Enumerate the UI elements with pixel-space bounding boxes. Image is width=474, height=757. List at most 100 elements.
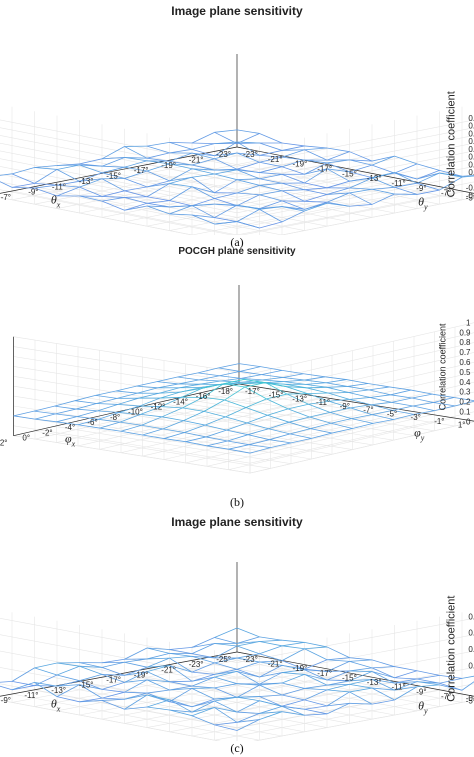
mesh-line: [157, 383, 179, 389]
x-tick-label: -13°: [79, 177, 94, 186]
mesh-line: [461, 681, 474, 691]
y-tick-label: -11°: [392, 683, 406, 692]
mesh-line: [416, 189, 440, 195]
mesh-line: [308, 403, 331, 413]
mesh-line: [124, 691, 148, 694]
mesh-line: [191, 168, 215, 175]
mesh-line: [453, 397, 474, 402]
mesh-line: [304, 168, 328, 184]
mesh-line: [146, 671, 170, 683]
mesh-line: [326, 202, 350, 207]
mesh-line: [214, 198, 238, 207]
y-axis-subscript: y: [423, 706, 428, 715]
mesh-line: [191, 198, 215, 207]
mesh-line: [203, 410, 226, 418]
x-tick-label: 2°: [0, 439, 8, 448]
mesh-line: [224, 399, 247, 408]
mesh-line: [394, 186, 418, 195]
y-tick-label: -17°: [317, 165, 332, 174]
mesh-line: [191, 152, 215, 160]
mesh-line: [304, 713, 328, 716]
mesh-line: [214, 657, 238, 664]
mesh-line: [259, 682, 283, 686]
mesh-line: [325, 382, 348, 387]
mesh-line: [191, 643, 215, 648]
wall-gridline: [13, 425, 251, 464]
mesh-line: [146, 647, 170, 654]
panel-a: Image plane sensitivity -23° -21° -19° -17°…: [0, 0, 474, 250]
mesh-line: [262, 379, 285, 383]
mesh-line: [259, 645, 283, 655]
mesh-line: [326, 683, 350, 686]
mesh-line: [34, 667, 58, 676]
mesh-line: [160, 406, 183, 409]
wall-gridline: [13, 336, 251, 375]
mesh-line: [56, 164, 80, 170]
wall-gridline: [13, 435, 251, 474]
wall-gridline: [236, 142, 474, 190]
y-axis-label: θy: [418, 195, 428, 212]
mesh-line: [236, 204, 260, 210]
mesh-line: [389, 386, 412, 391]
mesh-line: [146, 679, 170, 691]
mesh-line: [304, 159, 328, 164]
mesh-line: [34, 674, 58, 686]
y-tick-label: -23°: [243, 655, 258, 664]
x-tick-label: -2°: [42, 428, 52, 437]
y-tick-label: -5°: [387, 409, 397, 418]
mesh-line: [349, 691, 373, 705]
mesh-line: [214, 141, 238, 145]
mesh-line: [206, 440, 228, 447]
mesh-line: [96, 403, 119, 405]
wall-gridline: [236, 158, 474, 206]
mesh-line: [243, 378, 266, 383]
mesh-line: [79, 164, 103, 167]
mesh-line: [220, 377, 242, 382]
mesh-line: [115, 390, 138, 394]
mesh-line: [259, 641, 283, 647]
mesh-line: [281, 159, 305, 168]
mesh-line: [311, 432, 333, 439]
z-tick-label: 0.4: [459, 378, 471, 387]
mesh-line: [191, 176, 215, 194]
mesh-line: [140, 414, 163, 418]
mesh-line: [156, 381, 179, 385]
mesh-line: [124, 186, 148, 192]
mesh-line: [159, 391, 181, 399]
mesh-line: [308, 400, 330, 405]
mesh-line: [169, 657, 193, 673]
mesh-line: [117, 404, 140, 407]
mesh-line: [146, 202, 170, 208]
z-axis-label: Correlation coefficient: [438, 323, 448, 410]
mesh-line: [326, 159, 350, 164]
mesh-line: [304, 189, 328, 195]
wall-gridline: [13, 405, 251, 444]
mesh-line: [214, 221, 238, 225]
mesh-line: [177, 372, 199, 378]
mesh-line: [368, 389, 391, 396]
mesh-line: [101, 146, 125, 160]
mesh-line: [248, 439, 270, 446]
mesh-line: [202, 396, 225, 401]
mesh-line: [281, 711, 305, 716]
mesh-line: [124, 178, 148, 188]
mesh-line: [281, 200, 305, 210]
mesh-line: [77, 424, 100, 429]
mesh-line: [214, 173, 238, 181]
mesh-line: [214, 158, 238, 170]
caption-a: (a): [230, 235, 244, 249]
mesh-line: [461, 675, 474, 679]
z-tick-label: 0.4: [468, 645, 474, 654]
mesh-line: [214, 687, 238, 698]
mesh-line: [214, 683, 238, 689]
mesh-line: [249, 447, 271, 454]
mesh-line: [259, 705, 283, 714]
mesh-line: [214, 129, 238, 133]
mesh-line: [191, 707, 215, 717]
mesh-line: [101, 688, 125, 693]
mesh-line: [236, 683, 260, 686]
mesh-line: [11, 685, 35, 691]
mesh-line: [79, 684, 103, 690]
mesh-line: [79, 172, 103, 182]
mesh-line: [259, 694, 283, 697]
